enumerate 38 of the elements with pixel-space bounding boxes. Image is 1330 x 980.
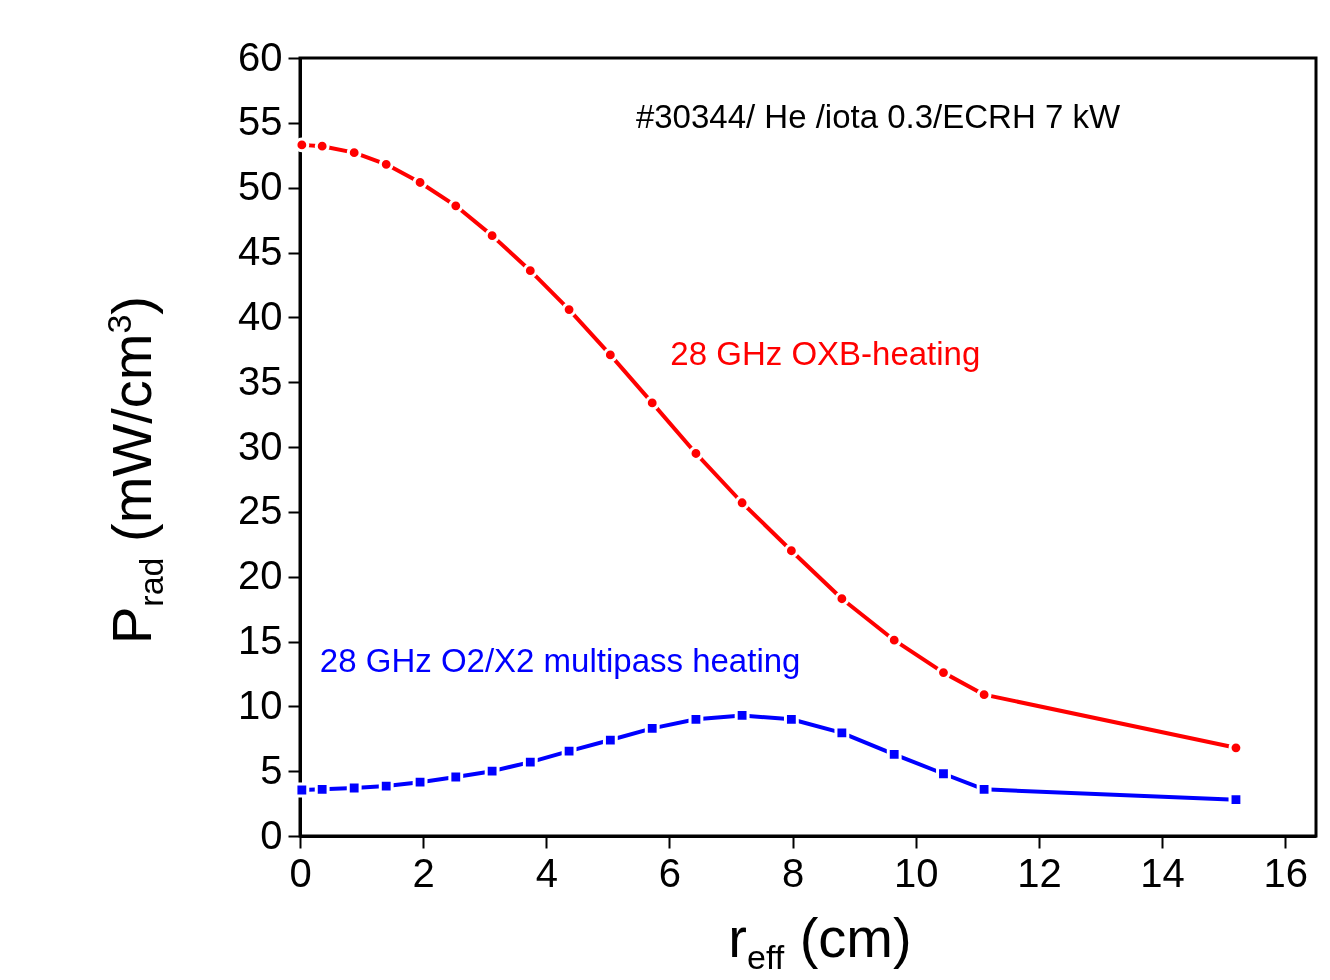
x-tick-label: 10 <box>894 850 939 895</box>
series-label: 28 GHz O2/X2 multipass heating <box>319 641 801 679</box>
point <box>412 175 428 190</box>
x-tick-label: 16 <box>1263 850 1308 895</box>
point <box>734 495 750 511</box>
x-tick-label: 4 <box>535 850 558 895</box>
x-tick-label: 12 <box>1017 850 1062 895</box>
point <box>448 198 464 214</box>
y-tick-label: 45 <box>238 229 283 273</box>
point <box>886 632 902 648</box>
y-tick-label: 55 <box>238 99 283 144</box>
annotation: #30344/ He /iota 0.3/ECRH 7 kW <box>635 98 1121 135</box>
y-tick-label: 40 <box>238 293 283 338</box>
x-tick-label: 6 <box>658 850 682 895</box>
y-tick-label: 10 <box>238 682 283 727</box>
y-tick-label: 20 <box>238 553 283 598</box>
point <box>522 263 538 279</box>
point <box>484 228 500 244</box>
point <box>688 446 704 461</box>
point <box>644 395 660 411</box>
x-tick-label: 2 <box>412 850 435 895</box>
y-tick-label: 15 <box>238 618 283 662</box>
point <box>834 591 850 607</box>
y-tick-label: 5 <box>260 747 283 792</box>
y-tick-label: 50 <box>238 164 283 209</box>
x-tick-label: 8 <box>781 850 805 895</box>
y-tick-label: 35 <box>238 358 283 403</box>
y-tick-label: 0 <box>260 812 283 857</box>
x-axis-title: r$_{eff}$ (cm) <box>728 905 912 978</box>
point <box>561 302 577 317</box>
y-tick-label: 60 <box>238 34 283 79</box>
y-tick-label: 30 <box>238 423 283 468</box>
point <box>602 347 618 363</box>
y-tick-label: 25 <box>238 488 283 533</box>
x-tick-label: 0 <box>289 850 312 895</box>
point <box>783 543 799 559</box>
series-label: 28 GHz OXB-heating <box>670 334 981 372</box>
x-tick-label: 14 <box>1140 850 1185 895</box>
